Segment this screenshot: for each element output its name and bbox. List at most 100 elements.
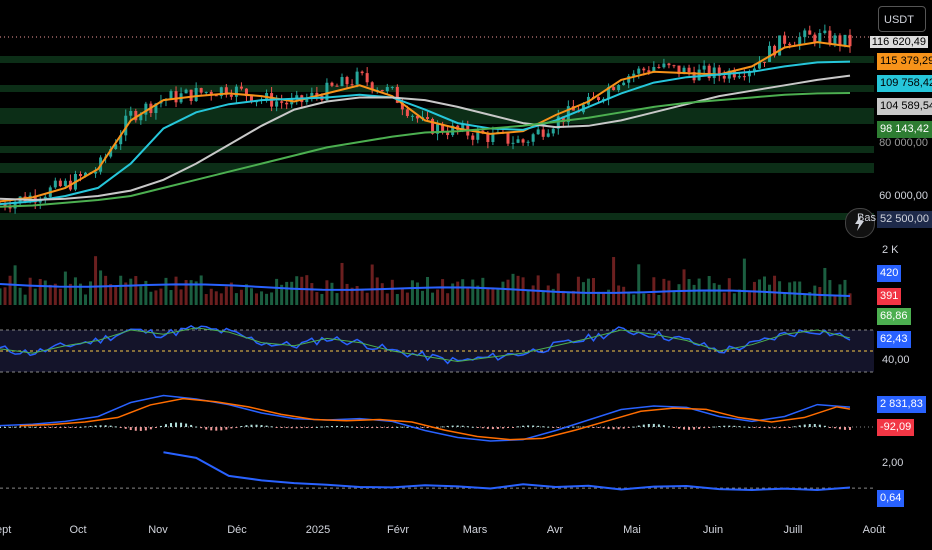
candle-body	[833, 35, 837, 45]
macd-histogram-bar	[501, 427, 504, 429]
volume-bar	[571, 290, 575, 305]
candle-body	[647, 70, 651, 73]
macd-histogram-bar	[215, 427, 218, 431]
price-axis[interactable]: 80 000,00 60 000,00 116 620,49	[869, 0, 932, 520]
price-tick-80k: 80 000,00	[879, 137, 928, 149]
macd-histogram-bar	[235, 427, 238, 428]
candle-body	[94, 171, 98, 174]
volume-bar	[78, 283, 82, 305]
candle-body	[144, 103, 148, 115]
volume-bar	[325, 280, 329, 305]
volume-bar	[833, 294, 837, 305]
candle-body	[78, 173, 82, 177]
candle-body	[526, 141, 530, 143]
volume-bar	[124, 282, 128, 305]
candle-body	[63, 180, 67, 187]
macd-histogram-bar	[84, 426, 87, 428]
volume-bar	[667, 280, 671, 305]
zone-band	[0, 56, 874, 63]
macd-histogram-bar	[828, 427, 831, 428]
candle-body	[431, 118, 435, 134]
candle-body	[415, 115, 419, 119]
macd-histogram-bar	[693, 427, 696, 430]
candle-body	[426, 117, 430, 119]
candle-body	[702, 65, 706, 70]
volume-bar	[697, 278, 701, 305]
candle-body	[778, 35, 782, 56]
candle-body	[622, 82, 626, 86]
macd-histogram-bar	[64, 427, 67, 428]
macd-histogram-bar	[300, 427, 303, 429]
candle-body	[768, 45, 772, 62]
macd-histogram-bar	[391, 427, 394, 428]
volume-bar	[566, 292, 570, 305]
candle-body	[843, 34, 847, 46]
volume-bar	[174, 276, 178, 305]
macd-histogram-bar	[768, 427, 771, 429]
currency-selector[interactable]: USDT	[878, 6, 926, 32]
macd-histogram-bar	[305, 427, 308, 428]
volume-bar	[410, 280, 414, 305]
volume-bar	[345, 283, 349, 305]
macd-histogram-bar	[476, 427, 479, 428]
volume-bar	[48, 284, 52, 305]
volume-bar	[420, 290, 424, 305]
volume-bar	[249, 288, 253, 305]
candle-body	[280, 101, 284, 103]
volume-bar	[340, 262, 344, 305]
candle-body	[451, 125, 455, 136]
macd-histogram-bar	[210, 427, 213, 431]
candle-body	[461, 124, 465, 130]
macd-histogram-bar	[818, 424, 821, 427]
candle-body	[642, 68, 646, 71]
volume-bar	[43, 280, 47, 305]
rsi-signal-tag: 68,86	[877, 308, 911, 325]
macd-histogram-bar	[139, 427, 142, 431]
volume-bar	[184, 280, 188, 305]
macd-histogram-bar	[517, 426, 520, 428]
macd-histogram-bar	[607, 427, 610, 429]
macd-histogram-bar	[361, 427, 364, 428]
candle-body	[43, 196, 47, 200]
macd-histogram-bar	[481, 427, 484, 429]
candle-body	[612, 87, 616, 91]
candle-body	[174, 91, 178, 103]
macd-histogram-bar	[486, 427, 489, 429]
volume-bar	[712, 283, 716, 305]
chart-canvas[interactable]	[0, 0, 874, 520]
macd-histogram-bar	[582, 426, 585, 428]
macd-histogram-bar	[335, 425, 338, 427]
macd-histogram-bar	[627, 427, 630, 428]
candle-body	[541, 129, 545, 137]
macd-histogram-bar	[662, 425, 665, 427]
candle-body	[310, 92, 314, 99]
candle-body	[652, 67, 656, 73]
macd-histogram-bar	[703, 427, 706, 429]
candle-body	[199, 88, 203, 93]
volume-bar	[63, 271, 67, 305]
candle-body	[114, 144, 118, 150]
macd-histogram-bar	[597, 427, 600, 428]
macd-histogram-bar	[341, 425, 344, 427]
candle-body	[491, 132, 495, 142]
volume-bar	[687, 279, 691, 305]
candle-body	[134, 110, 138, 121]
macd-histogram-bar	[114, 426, 117, 428]
macd-histogram-bar	[320, 426, 323, 428]
volume-bar	[451, 283, 455, 305]
volume-bar	[747, 292, 751, 305]
candle-body	[773, 45, 777, 56]
volume-bar	[415, 282, 419, 305]
candle-body	[13, 201, 17, 209]
volume-bar	[456, 281, 460, 305]
candle-body	[249, 96, 253, 103]
candle-body	[84, 172, 88, 177]
volume-bar	[73, 277, 77, 305]
volume-bar	[149, 291, 153, 305]
ema-slow-tag: 109 758,42	[877, 75, 932, 92]
low-marker-button[interactable]	[845, 208, 875, 238]
time-tick: Avr	[546, 524, 564, 536]
volume-bar	[541, 291, 545, 305]
volume-bar	[607, 289, 611, 305]
